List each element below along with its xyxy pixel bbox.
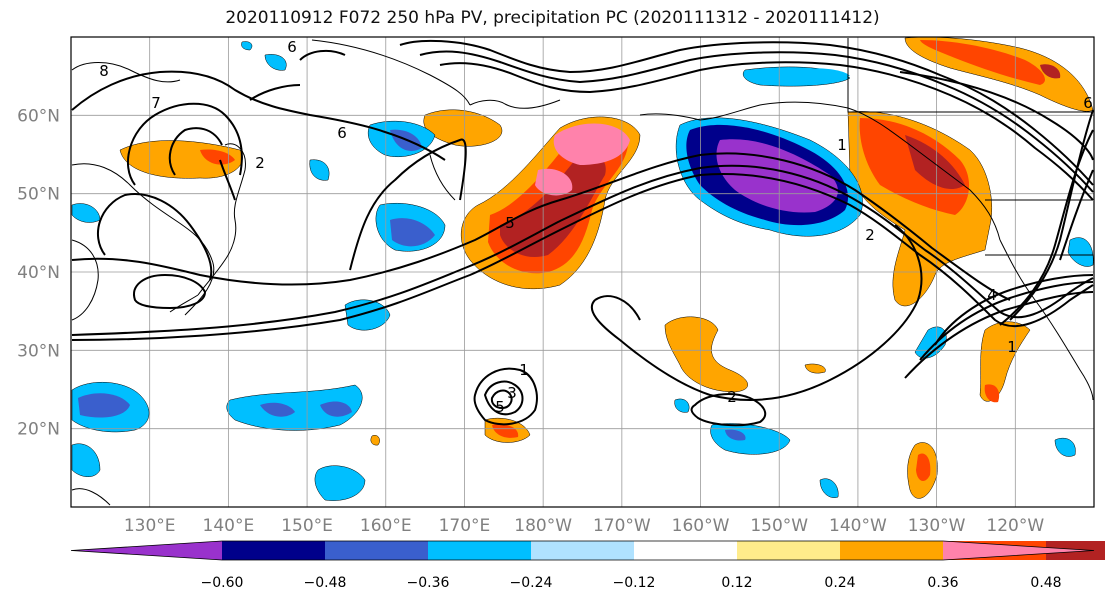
contour-label: 6 xyxy=(337,124,347,142)
coastlines xyxy=(71,38,1094,506)
lon-tick-label: 160°E xyxy=(360,516,412,536)
colorbar-segment xyxy=(531,541,634,560)
colorbar-tick-label: −0.24 xyxy=(510,575,553,591)
lat-tick-label: 30°N xyxy=(17,341,60,361)
lon-tick-label: 170°E xyxy=(439,516,491,536)
contour-label: 1 xyxy=(837,136,847,154)
lat-tick-label: 60°N xyxy=(17,106,60,126)
map-gridlines xyxy=(71,37,1094,507)
precip-shading xyxy=(71,36,1094,501)
contour-label: 4 xyxy=(987,286,997,304)
colorbar-tick-label: −0.48 xyxy=(304,575,347,591)
colorbar: −0.60 −0.48 −0.36 −0.24 −0.12 0.12 0.24 0.36 0.4… xyxy=(70,540,1105,591)
lon-tick-label: 180°W xyxy=(514,516,572,536)
lon-tick-label: 140°W xyxy=(829,516,887,536)
contour-label: 2 xyxy=(865,226,875,244)
contour-label: 5 xyxy=(505,214,515,232)
colorbar-segment xyxy=(222,541,325,560)
contour-label: 6 xyxy=(1083,94,1093,112)
colorbar-tick-label: −0.12 xyxy=(613,575,656,591)
lat-tick-label: 50°N xyxy=(17,185,60,205)
axis-labels: 60°N 50°N 40°N 30°N 20°N 130°E 140°E 150°E 160°E… xyxy=(17,106,1044,536)
lon-tick-label: 130°E xyxy=(124,516,176,536)
colorbar-outline xyxy=(70,540,1095,561)
lon-tick-label: 160°W xyxy=(672,516,730,536)
colorbar-extend-high xyxy=(943,541,1094,560)
lat-tick-label: 40°N xyxy=(17,263,60,283)
contour-label: 6 xyxy=(287,38,297,56)
contour-label: 1 xyxy=(519,361,529,379)
contour-label: 8 xyxy=(99,62,109,80)
contour-label: 3 xyxy=(507,384,517,402)
lon-tick-label: 150°W xyxy=(750,516,808,536)
lon-tick-label: 130°W xyxy=(908,516,966,536)
colorbar-tick-label: 0.12 xyxy=(721,575,752,591)
lon-tick-label: 150°E xyxy=(281,516,333,536)
colorbar-segment xyxy=(634,541,737,560)
contour-label: 1 xyxy=(1007,338,1017,356)
colorbar-segment xyxy=(840,541,943,560)
colorbar-segment xyxy=(737,541,840,560)
contour-label: 7 xyxy=(151,94,161,112)
colorbar-segment xyxy=(428,541,531,560)
colorbar-tick-label: −0.36 xyxy=(407,575,450,591)
contour-label: 2 xyxy=(255,154,265,172)
colorbar-segment xyxy=(325,541,428,560)
colorbar-tick-label: −0.60 xyxy=(201,575,244,591)
lon-tick-label: 120°W xyxy=(986,516,1044,536)
lon-tick-label: 140°E xyxy=(203,516,255,536)
pv-contours xyxy=(71,39,1094,427)
contour-label: 5 xyxy=(495,398,505,416)
contour-label: 2 xyxy=(727,388,737,406)
colorbar-tick-label: 0.48 xyxy=(1030,575,1061,591)
colorbar-tick-label: 0.24 xyxy=(824,575,855,591)
lat-tick-label: 20°N xyxy=(17,420,60,440)
colorbar-extend-low xyxy=(71,541,222,560)
colorbar-tick-label: 0.36 xyxy=(927,575,958,591)
map-frame xyxy=(70,36,1095,508)
map-title: 2020110912 F072 250 hPa PV, precipitatio… xyxy=(225,8,880,28)
lon-tick-label: 170°W xyxy=(593,516,651,536)
